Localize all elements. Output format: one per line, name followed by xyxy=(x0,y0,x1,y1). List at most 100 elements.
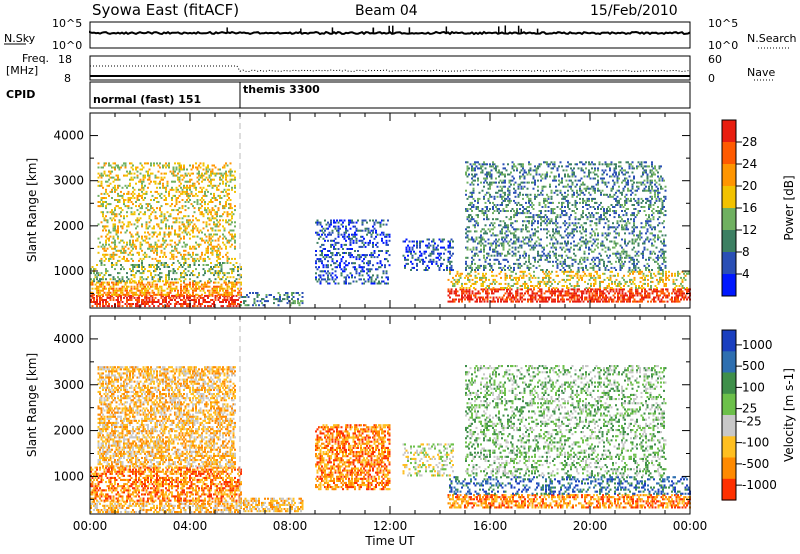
echo-cell xyxy=(531,285,534,287)
echo-cell xyxy=(142,239,145,242)
echo-cell xyxy=(127,294,130,297)
echo-cell xyxy=(465,189,467,192)
echo-cell xyxy=(129,239,131,242)
echo-cell xyxy=(486,171,488,174)
echo-cell xyxy=(184,291,187,294)
echo-cell xyxy=(379,282,382,285)
echo-cell xyxy=(223,188,226,191)
echo-cell xyxy=(504,224,506,227)
echo-cell xyxy=(162,166,164,169)
echo-cell xyxy=(480,250,482,253)
echo-cell xyxy=(680,292,682,295)
echo-cell xyxy=(183,229,185,232)
echo-cell xyxy=(226,262,229,264)
echo-cell xyxy=(666,300,669,303)
echo-cell xyxy=(201,296,203,299)
echo-cell xyxy=(480,167,482,170)
echo-cell xyxy=(388,233,391,236)
echo-cell xyxy=(169,281,172,284)
echo-cell xyxy=(487,187,490,190)
echo-cell xyxy=(404,240,406,243)
echo-cell xyxy=(327,254,329,257)
echo-cell xyxy=(407,254,409,257)
echo-cell xyxy=(270,294,272,296)
echo-cell xyxy=(204,281,206,284)
echo-cell xyxy=(493,163,496,166)
echo-cell xyxy=(109,296,112,299)
echo-cell xyxy=(489,264,491,267)
cpid-panel-frame xyxy=(89,81,691,109)
echo-cell xyxy=(231,293,233,296)
echo-cell xyxy=(196,194,199,197)
echo-cell xyxy=(606,285,609,287)
echo-cell xyxy=(180,293,182,296)
echo-cell xyxy=(447,294,450,297)
echo-cell xyxy=(477,199,479,202)
echo-cell xyxy=(429,254,432,257)
echo-cell xyxy=(516,258,518,261)
echo-cell xyxy=(498,175,500,178)
echo-cell xyxy=(211,253,214,256)
echo-cell xyxy=(144,251,146,254)
echo-cell xyxy=(210,305,212,308)
echo-cell xyxy=(187,180,190,183)
echo-cell xyxy=(337,282,340,285)
echo-cell xyxy=(411,262,414,265)
echo-cell xyxy=(133,211,136,214)
echo-cell xyxy=(534,292,537,295)
echo-cell xyxy=(216,294,218,297)
echo-cell xyxy=(156,245,158,248)
echo-cell xyxy=(265,294,268,296)
echo-cell xyxy=(516,298,519,301)
echo-cell xyxy=(419,250,421,253)
echo-cell xyxy=(168,190,170,193)
echo-cell xyxy=(501,287,504,289)
echo-cell xyxy=(141,283,143,286)
echo-cell xyxy=(533,274,535,277)
echo-cell xyxy=(178,241,181,244)
echo-cell xyxy=(102,174,104,177)
echo-cell xyxy=(105,287,107,290)
echo-cell xyxy=(121,227,124,230)
echo-cell xyxy=(530,288,532,291)
echo-cell xyxy=(111,262,113,264)
echo-cell xyxy=(184,303,187,305)
echo-cell xyxy=(551,300,553,303)
echo-cell xyxy=(581,278,583,281)
echo-cell xyxy=(502,246,505,249)
echo-cell xyxy=(135,281,137,284)
echo-cell xyxy=(172,194,175,197)
echo-cell xyxy=(318,274,320,277)
echo-cell xyxy=(493,258,496,261)
echo-cell xyxy=(217,243,220,246)
echo-cell xyxy=(199,285,202,288)
echo-cell xyxy=(163,213,166,216)
echo-cell xyxy=(570,270,573,273)
echo-cell xyxy=(183,237,185,240)
echo-cell xyxy=(219,215,221,218)
echo-cell xyxy=(364,254,367,257)
echo-cell xyxy=(483,238,485,241)
echo-cell xyxy=(112,264,115,266)
echo-cell xyxy=(677,300,679,303)
echo-cell xyxy=(466,175,469,178)
echo-cell xyxy=(388,235,391,238)
echo-cell xyxy=(127,205,130,208)
echo-cell xyxy=(501,204,503,206)
echo-cell xyxy=(343,243,346,246)
echo-cell xyxy=(214,249,217,252)
echo-cell xyxy=(681,294,684,297)
echo-cell xyxy=(466,256,469,259)
echo-cell xyxy=(355,241,358,244)
echo-cell xyxy=(477,161,479,164)
echo-cell xyxy=(163,194,166,197)
echo-cell xyxy=(192,253,194,256)
echo-cell xyxy=(483,177,485,180)
echo-cell xyxy=(126,276,128,279)
echo-cell xyxy=(627,274,630,277)
echo-cell xyxy=(283,294,286,296)
echo-cell xyxy=(190,247,193,250)
echo-cell xyxy=(373,237,376,240)
echo-cell xyxy=(117,229,119,232)
echo-cell xyxy=(199,296,202,299)
